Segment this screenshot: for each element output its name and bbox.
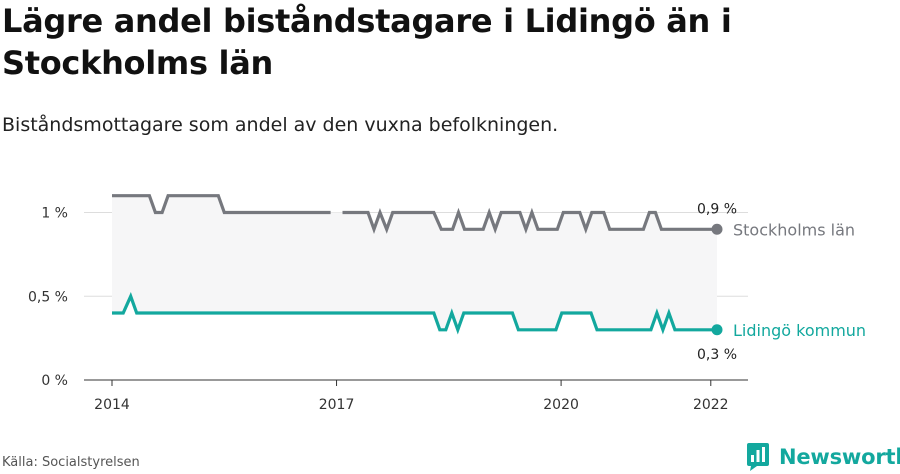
band-layer: [112, 195, 717, 330]
brand-name: Newsworthy: [779, 445, 900, 469]
x-tick-label: 2014: [94, 397, 130, 413]
x-tick-label: 2020: [543, 397, 579, 413]
chart-subtitle: Biståndsmottagare som andel av den vuxna…: [2, 114, 559, 136]
y-tick-label: 1 %: [41, 206, 68, 222]
series-value-label: 0,9 %: [697, 201, 737, 217]
series-layer: [112, 194, 723, 336]
range-band: [112, 195, 717, 330]
series-end-dot: [711, 324, 723, 336]
source-note: Källa: Socialstyrelsen: [2, 455, 140, 470]
y-tick-label: 0,5 %: [28, 289, 68, 305]
series-value-label: 0,3 %: [697, 347, 737, 363]
series-name-label: Lidingö kommun: [733, 321, 866, 340]
newsworthy-logo-icon: [747, 443, 769, 471]
chart-title: Lägre andel biståndstagare i Lidingö än …: [2, 2, 732, 82]
x-tick-label: 2017: [319, 397, 355, 413]
series-end-dot: [711, 223, 723, 235]
series-line-stockholms-lan: [112, 194, 717, 235]
label-layer: 0 % 0,5 % 1 % 2014 2017 2020 2022 Stockholms lä…: [28, 201, 866, 413]
x-tick-label: 2022: [693, 397, 729, 413]
series-line-lidingo-kommun: [112, 292, 717, 335]
brand-logo[interactable]: Newsworthy: [745, 441, 900, 473]
series-name-label: Stockholms län: [733, 220, 855, 239]
y-tick-label: 0 %: [41, 373, 68, 389]
